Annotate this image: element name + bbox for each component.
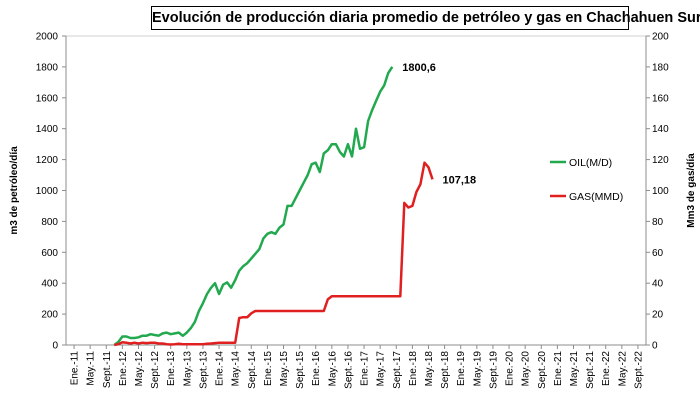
x-tick-label: May.-20: [521, 351, 532, 387]
series-line-gas: [114, 161, 434, 347]
x-tick-label: May.-17: [376, 351, 387, 387]
y2-tick-label: 180: [652, 62, 669, 73]
y-tick-label: 600: [41, 248, 58, 259]
legend-label-oil: OIL(M/D): [569, 157, 612, 169]
x-tick-label: Ene.-22: [601, 351, 612, 386]
end-value-label-gas: 107,18: [443, 174, 477, 186]
x-tick-label: Ene.-19: [456, 351, 467, 386]
y2-tick-label: 80: [652, 217, 664, 228]
x-tick-label: May.-18: [424, 351, 435, 387]
y2-axis-title: Mm3 de gas/día: [686, 153, 697, 228]
x-tick-label: Sept.-22: [633, 351, 644, 389]
y-tick-label: 1200: [36, 155, 59, 166]
x-tick-label: Sept.-20: [537, 351, 548, 389]
x-tick-label: Sept.-21: [585, 351, 596, 389]
y2-tick-label: 0: [652, 341, 658, 352]
series-line-oil: [113, 66, 394, 346]
y-tick-label: 1400: [36, 124, 59, 135]
x-tick-label: May.-14: [231, 351, 242, 387]
x-tick-label: Ene.-20: [505, 351, 516, 386]
x-tick-label: May.-12: [134, 351, 145, 387]
x-tick-label: Ene.-18: [408, 351, 419, 386]
x-tick-label: Sept.-15: [295, 351, 306, 389]
y2-tick-label: 40: [652, 279, 664, 290]
y-tick-label: 400: [41, 279, 58, 290]
x-tick-label: Sept.-17: [392, 351, 403, 389]
x-tick-label: May.-22: [617, 351, 628, 387]
end-value-label-oil: 1800,6: [402, 62, 436, 74]
y-tick-label: 1800: [36, 62, 59, 73]
y-tick-label: 800: [41, 217, 58, 228]
y-tick-label: 200: [41, 310, 58, 321]
x-tick-label: Sept.-14: [247, 351, 258, 389]
x-tick-label: May.-13: [182, 351, 193, 387]
x-tick-label: May.-11: [86, 351, 97, 386]
y2-tick-label: 100: [652, 186, 669, 197]
legend-label-gas: GAS(MMD): [569, 191, 623, 203]
x-tick-label: Sept.-13: [198, 351, 209, 389]
x-tick-label: May.-16: [327, 351, 338, 387]
x-tick-label: Sept.-18: [440, 351, 451, 389]
x-tick-label: Ene.-11: [70, 351, 81, 386]
x-tick-label: May.-19: [472, 351, 483, 387]
y2-tick-label: 120: [652, 155, 669, 166]
plot-area: [65, 35, 647, 346]
x-tick-label: May.-21: [569, 351, 580, 387]
x-tick-label: Sept.-16: [343, 351, 354, 389]
y-axis-title: m3 de petróleo/día: [9, 146, 20, 235]
x-tick-label: Ene.-21: [553, 351, 564, 386]
x-tick-label: Sept.-12: [150, 351, 161, 389]
y-tick-label: 1000: [36, 186, 59, 197]
x-tick-label: Ene.-17: [360, 351, 371, 386]
x-tick-label: Sept.-19: [488, 351, 499, 389]
x-tick-label: Ene.-12: [118, 351, 129, 386]
y2-tick-label: 140: [652, 124, 669, 135]
y-tick-label: 2000: [36, 32, 59, 43]
x-tick-label: Ene.-16: [311, 351, 322, 386]
x-tick-label: Ene.-15: [263, 351, 274, 386]
x-tick-label: Ene.-13: [166, 351, 177, 386]
y2-tick-label: 20: [652, 310, 664, 321]
y-tick-label: 0: [52, 341, 58, 352]
y2-tick-label: 60: [652, 248, 664, 259]
x-tick-label: May.-15: [279, 351, 290, 387]
y-tick-label: 1600: [36, 93, 59, 104]
y2-tick-label: 200: [652, 32, 669, 43]
chart-title: Evolución de producción diaria promedio …: [151, 6, 700, 30]
x-tick-label: Ene.-14: [215, 351, 226, 386]
x-tick-label: Sept.-11: [102, 351, 113, 388]
y2-tick-label: 160: [652, 93, 669, 104]
